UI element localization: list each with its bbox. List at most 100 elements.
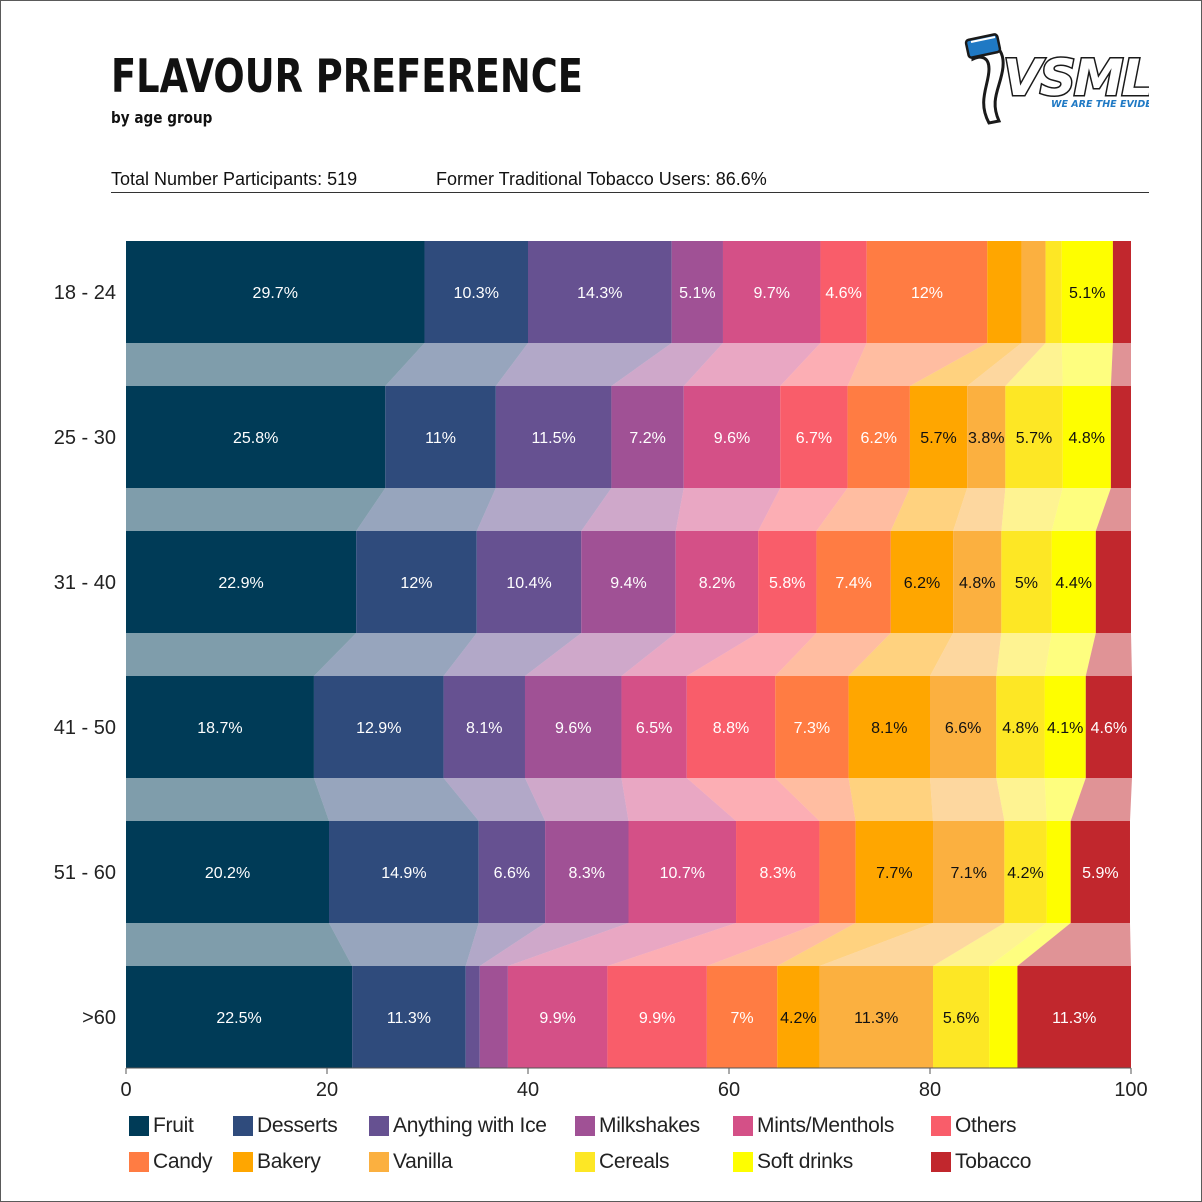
legend-swatch — [575, 1152, 595, 1172]
bar-bakery — [909, 386, 968, 488]
flow-band-candy — [775, 633, 891, 676]
bar-milkshakes — [479, 966, 508, 1068]
bar-tobacco — [1112, 241, 1131, 343]
bar-milkshakes — [545, 821, 629, 923]
x-tick-label: 100 — [1114, 1079, 1147, 1101]
bar-candy — [819, 821, 856, 923]
bar-anything-with-ice — [443, 676, 525, 778]
data-label: 6.6% — [945, 720, 981, 737]
x-tick-label: 20 — [316, 1079, 338, 1101]
data-label: 8.1% — [871, 720, 907, 737]
flow-band-cereals — [1005, 343, 1063, 386]
flow-band-soft-drinks — [1044, 778, 1086, 821]
data-label: 4.8% — [1002, 720, 1038, 737]
bar-others — [607, 966, 707, 1068]
flow-band-anything-with-ice — [476, 488, 612, 531]
bar-candy — [775, 676, 849, 778]
data-label: 9.7% — [753, 285, 789, 302]
category-label: 51 - 60 — [54, 862, 116, 884]
flow-band-tobacco — [1070, 778, 1133, 821]
data-label: 8.3% — [760, 865, 796, 882]
bar-candy — [816, 531, 891, 633]
legend-swatch — [733, 1116, 753, 1136]
data-label: 4.6% — [1091, 720, 1127, 737]
bar-desserts — [356, 531, 477, 633]
flow-band-anything-with-ice — [443, 778, 546, 821]
bar-bakery — [855, 821, 934, 923]
legend-swatch — [233, 1152, 253, 1172]
bar-tobacco — [1085, 676, 1133, 778]
flow-band-cereals — [996, 633, 1052, 676]
data-label: 7.3% — [794, 720, 830, 737]
chart-subtitle: by age group — [111, 108, 213, 127]
flow-band-soft-drinks — [1044, 633, 1096, 676]
legend-swatch — [931, 1152, 951, 1172]
legend-swatch — [931, 1116, 951, 1136]
former-users-stat: Former Traditional Tobacco Users: 86.6% — [436, 169, 767, 189]
bar-bakery — [777, 966, 820, 1068]
flow-band-others — [607, 923, 820, 966]
flow-band-fruit — [126, 923, 353, 966]
flow-band-tobacco — [1085, 633, 1133, 676]
bar-candy — [706, 966, 778, 1068]
bar-others — [820, 241, 867, 343]
vsml-logo-wordmark: VSML — [1003, 49, 1149, 107]
bar-mints-menthols — [507, 966, 608, 1068]
data-label: 6.6% — [494, 865, 530, 882]
flow-band-desserts — [313, 778, 479, 821]
data-label: 4.1% — [1047, 720, 1083, 737]
flow-band-vanilla — [819, 923, 1005, 966]
bar-desserts — [352, 966, 466, 1068]
data-label: 6.7% — [796, 430, 832, 447]
bar-candy — [866, 241, 988, 343]
flow-band-milkshakes — [524, 778, 629, 821]
legend-swatch — [233, 1116, 253, 1136]
bar-fruit — [126, 531, 357, 633]
data-label: 18.7% — [197, 720, 242, 737]
data-label: 6.5% — [636, 720, 672, 737]
data-label: 6.2% — [861, 430, 897, 447]
data-label: 4.8% — [1069, 430, 1105, 447]
bar-desserts — [313, 676, 444, 778]
flow-band-desserts — [356, 488, 496, 531]
data-label: 25.8% — [233, 430, 278, 447]
data-label: 5.7% — [1016, 430, 1052, 447]
legend-label: Tobacco — [955, 1150, 1032, 1173]
header-divider — [111, 192, 1149, 193]
bar-anything-with-ice — [476, 531, 582, 633]
bar-anything-with-ice — [528, 241, 672, 343]
flow-band-vanilla — [953, 488, 1006, 531]
data-label: 10.3% — [454, 285, 499, 302]
bar-soft-drinks — [989, 966, 1018, 1068]
bar-milkshakes — [611, 386, 684, 488]
flow-band-mints-menthols — [675, 488, 781, 531]
data-label: 8.1% — [466, 720, 502, 737]
flow-band-soft-drinks — [1061, 343, 1113, 386]
bar-tobacco — [1110, 386, 1131, 488]
bar-segments — [126, 241, 1133, 1068]
bar-anything-with-ice — [478, 821, 546, 923]
bar-mints-menthols — [722, 241, 821, 343]
data-label: 9.6% — [714, 430, 750, 447]
legend-label: Fruit — [153, 1114, 194, 1137]
data-label: 14.9% — [381, 865, 426, 882]
bar-mints-menthols — [675, 531, 759, 633]
flow-band-tobacco — [1017, 923, 1131, 966]
data-label: 11.5% — [532, 430, 576, 447]
bar-anything-with-ice — [495, 386, 612, 488]
data-label: 4.6% — [825, 285, 861, 302]
flow-band-mints-menthols — [621, 633, 759, 676]
x-tick-label: 80 — [919, 1079, 941, 1101]
legend-swatch — [369, 1152, 389, 1172]
y-axis: 18 - 24 25 - 30 31 - 40 41 - 50 51 - 60 >60 — [54, 282, 116, 1029]
bar-cereals — [996, 676, 1045, 778]
bar-soft-drinks — [1061, 241, 1113, 343]
bar-milkshakes — [524, 676, 622, 778]
bar-tobacco — [1095, 531, 1131, 633]
data-label: 7.2% — [629, 430, 665, 447]
data-label: 5.6% — [943, 1010, 979, 1027]
flow-band-others — [686, 778, 820, 821]
bar-mints-menthols — [628, 821, 737, 923]
legend-label: Vanilla — [393, 1150, 453, 1173]
flow-band-desserts — [329, 923, 479, 966]
